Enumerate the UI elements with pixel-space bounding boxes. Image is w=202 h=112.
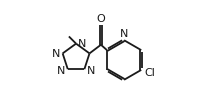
Text: N: N <box>78 39 86 49</box>
Text: N: N <box>86 65 94 75</box>
Text: N: N <box>57 65 65 75</box>
Text: O: O <box>96 13 105 23</box>
Text: Cl: Cl <box>144 67 155 77</box>
Text: N: N <box>119 29 128 38</box>
Text: N: N <box>52 48 60 58</box>
